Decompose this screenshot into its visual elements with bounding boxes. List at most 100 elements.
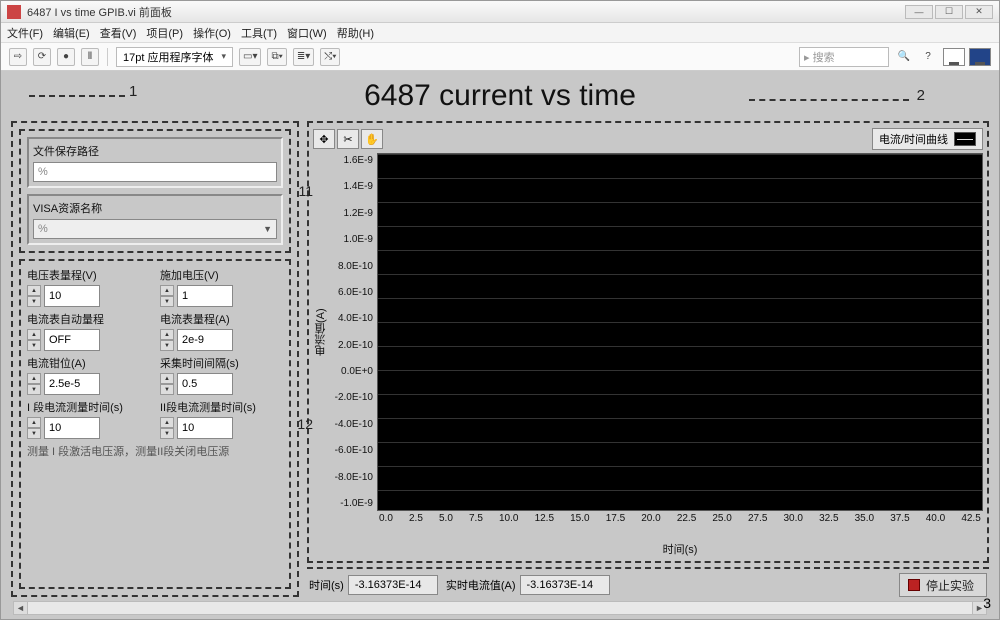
pause-button[interactable]: Ⅱ — [81, 48, 99, 66]
chart-palette-zoom-icon[interactable]: ✂ — [337, 129, 359, 149]
clamp-stepper[interactable]: ▲▼ — [27, 373, 41, 395]
x-tick: 27.5 — [748, 513, 767, 541]
stop-label: 停止实验 — [926, 577, 974, 594]
search-icon[interactable]: 🔍 — [895, 48, 913, 66]
phase1-time-stepper[interactable]: ▲▼ — [27, 417, 41, 439]
scroll-left-icon[interactable]: ◄ — [14, 602, 28, 614]
x-tick: 0.0 — [379, 513, 393, 541]
titlebar: 6487 I vs time GPIB.vi 前面板 — ☐ ✕ — [1, 1, 999, 23]
legend-swatch — [954, 132, 976, 146]
y-tick: 1.0E-9 — [329, 234, 373, 245]
abort-button[interactable]: ● — [57, 48, 75, 66]
visa-resource-combo[interactable]: % ▼ — [33, 219, 277, 239]
phase2-time-input[interactable]: 10 — [177, 417, 233, 439]
menu-edit[interactable]: 编辑(E) — [53, 25, 90, 41]
right-column: ✥ ✂ ✋ 电流/时间曲线 电流值(A) 1.6E-91.4E-91.2E-91… — [307, 121, 989, 597]
chart-body: 电流值(A) 1.6E-91.4E-91.2E-91.0E-98.0E-106.… — [313, 153, 983, 511]
phase2-time-stepper[interactable]: ▲▼ — [160, 417, 174, 439]
y-axis-label: 电流值(A) — [313, 153, 329, 511]
help-icon[interactable]: ? — [919, 48, 937, 66]
menu-project[interactable]: 项目(P) — [146, 25, 183, 41]
window-title: 6487 I vs time GPIB.vi 前面板 — [27, 4, 172, 20]
resize-objects-button[interactable]: ≣▾ — [293, 48, 314, 66]
x-tick: 15.0 — [570, 513, 589, 541]
volt-range-stepper[interactable]: ▲▼ — [27, 285, 41, 307]
visa-label: VISA资源名称 — [33, 200, 277, 216]
chart-legend[interactable]: 电流/时间曲线 — [872, 128, 983, 150]
close-button[interactable]: ✕ — [965, 5, 993, 19]
x-tick: 25.0 — [712, 513, 731, 541]
y-tick: 2.0E-10 — [329, 340, 373, 351]
run-button[interactable]: ⇨ — [9, 48, 27, 66]
chart-plot-area[interactable] — [377, 153, 983, 511]
current-readout-value: -3.16373E-14 — [520, 575, 610, 595]
left-column: 11 文件保存路径 % VISA资源名称 % ▼ 12 — [11, 121, 299, 597]
callout-2: 2 — [917, 87, 925, 104]
apply-volt-label: 施加电压(V) — [160, 267, 283, 283]
font-selector[interactable]: 17pt 应用程序字体 ▾ — [116, 47, 233, 67]
clamp-input[interactable]: 2.5e-5 — [44, 373, 100, 395]
chart-palette-cursor-icon[interactable]: ✥ — [313, 129, 335, 149]
front-panel-icon[interactable] — [943, 48, 965, 66]
menu-tools[interactable]: 工具(T) — [241, 25, 277, 41]
menu-operate[interactable]: 操作(O) — [193, 25, 231, 41]
x-tick: 10.0 — [499, 513, 518, 541]
x-tick: 12.5 — [535, 513, 554, 541]
distribute-objects-button[interactable]: ⧉▾ — [267, 48, 286, 66]
chart-palette-pan-icon[interactable]: ✋ — [361, 129, 383, 149]
interval-input[interactable]: 0.5 — [177, 373, 233, 395]
minimize-button[interactable]: — — [905, 5, 933, 19]
y-tick: 8.0E-10 — [329, 261, 373, 272]
x-tick: 2.5 — [409, 513, 423, 541]
interval-stepper[interactable]: ▲▼ — [160, 373, 174, 395]
align-objects-button[interactable]: ▭▾ — [239, 48, 261, 66]
visa-group: VISA资源名称 % ▼ — [27, 194, 283, 245]
apply-volt-input[interactable]: 1 — [177, 285, 233, 307]
file-path-input[interactable]: % — [33, 162, 277, 182]
y-tick: -4.0E-10 — [329, 419, 373, 430]
x-tick: 22.5 — [677, 513, 696, 541]
vi-icon-pair — [943, 48, 991, 66]
y-tick: 1.2E-9 — [329, 208, 373, 219]
y-axis-ticks: 1.6E-91.4E-91.2E-91.0E-98.0E-106.0E-104.… — [329, 153, 377, 511]
current-range-input[interactable]: 2e-9 — [177, 329, 233, 351]
phase1-time-input[interactable]: 10 — [44, 417, 100, 439]
scroll-track[interactable] — [28, 602, 972, 614]
search-input[interactable]: ▸ 搜索 — [799, 47, 889, 67]
callout-line-1 — [29, 95, 125, 97]
volt-range-label: 电压表量程(V) — [27, 267, 150, 283]
reorder-button[interactable]: ⤭▾ — [320, 48, 340, 66]
current-range-stepper[interactable]: ▲▼ — [160, 329, 174, 351]
interval-label: 采集时间间隔(s) — [160, 355, 283, 371]
run-continuous-button[interactable]: ⟳ — [33, 48, 51, 66]
auto-range-label: 电流表自动量程 — [27, 311, 150, 327]
menu-help[interactable]: 帮助(H) — [337, 25, 374, 41]
chevron-down-icon: ▼ — [263, 224, 272, 234]
client-area: 1 6487 current vs time 2 11 文件保存路径 % VIS… — [1, 71, 999, 619]
chart-panel: ✥ ✂ ✋ 电流/时间曲线 电流值(A) 1.6E-91.4E-91.2E-91… — [307, 121, 989, 563]
clamp-label: 电流钳位(A) — [27, 355, 150, 371]
legend-label: 电流/时间曲线 — [879, 131, 948, 147]
y-tick: 4.0E-10 — [329, 313, 373, 324]
stop-button[interactable]: 停止实验 — [899, 573, 987, 597]
toolbar: ⇨ ⟳ ● Ⅱ 17pt 应用程序字体 ▾ ▭▾ ⧉▾ ≣▾ ⤭▾ ▸ 搜索 🔍… — [1, 43, 999, 71]
maximize-button[interactable]: ☐ — [935, 5, 963, 19]
volt-range-input[interactable]: 10 — [44, 285, 100, 307]
y-tick: 1.4E-9 — [329, 181, 373, 192]
auto-range-stepper[interactable]: ▲▼ — [27, 329, 41, 351]
y-tick: -8.0E-10 — [329, 472, 373, 483]
auto-range-input[interactable]: OFF — [44, 329, 100, 351]
block-diagram-icon[interactable] — [969, 48, 991, 66]
current-readout-label: 实时电流值(A) — [446, 577, 516, 593]
menu-file[interactable]: 文件(F) — [7, 25, 43, 41]
panel-file-visa: 11 文件保存路径 % VISA资源名称 % ▼ — [19, 129, 291, 253]
x-tick: 20.0 — [641, 513, 660, 541]
menubar: 文件(F) 编辑(E) 查看(V) 项目(P) 操作(O) 工具(T) 窗口(W… — [1, 23, 999, 43]
font-selector-text: 17pt 应用程序字体 — [123, 49, 213, 65]
x-tick: 40.0 — [926, 513, 945, 541]
apply-volt-stepper[interactable]: ▲▼ — [160, 285, 174, 307]
menu-window[interactable]: 窗口(W) — [287, 25, 327, 41]
menu-view[interactable]: 查看(V) — [100, 25, 137, 41]
x-tick: 7.5 — [469, 513, 483, 541]
horizontal-scrollbar[interactable]: ◄ ► — [13, 601, 987, 615]
